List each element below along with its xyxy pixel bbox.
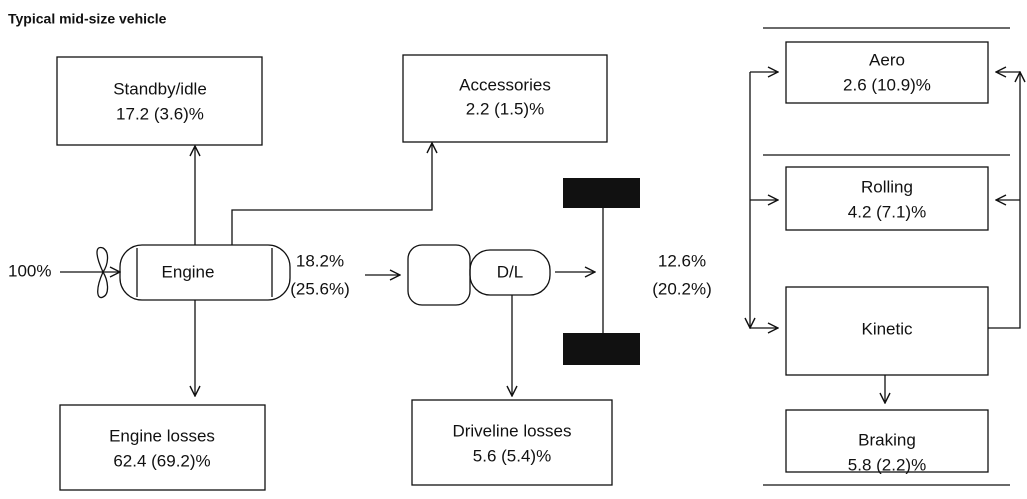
box (56, 56, 263, 146)
input-label: 100% (8, 261, 51, 280)
flow-value: 12.6% (658, 251, 706, 270)
node-label: Engine losses (109, 426, 215, 445)
node-label: Kinetic (861, 319, 913, 338)
transmission (407, 244, 471, 306)
arrows (60, 72, 1020, 403)
engine-lines (136, 248, 273, 297)
flow-alt: (20.2%) (652, 279, 712, 298)
arrow (231, 143, 432, 245)
wheel (563, 333, 640, 365)
node-label: Driveline losses (452, 421, 571, 440)
box (402, 54, 608, 143)
box (785, 41, 989, 104)
node-label: Braking (858, 430, 916, 449)
node-value: 4.2 (7.1)% (848, 202, 926, 221)
node-label: Aero (869, 50, 905, 69)
node-label: Accessories (459, 75, 551, 94)
node-value: 5.8 (2.2)% (848, 455, 926, 474)
dl-label: D/L (497, 262, 523, 281)
node-value: 2.2 (1.5)% (466, 99, 544, 118)
flow-alt: (25.6%) (290, 279, 350, 298)
dl-box (469, 249, 551, 296)
flow-value: 18.2% (296, 251, 344, 270)
title: Typical mid-size vehicle (8, 11, 167, 27)
box (59, 404, 266, 491)
driveline: D/L (407, 178, 640, 365)
node-label: Standby/idle (113, 79, 207, 98)
bracket (988, 72, 1020, 329)
boxes (56, 27, 1010, 491)
box (785, 166, 989, 231)
box (785, 286, 989, 376)
wheel (563, 178, 640, 208)
node-value: 17.2 (3.6)% (116, 104, 204, 123)
engine: Engine (96, 244, 291, 301)
node-label: Rolling (861, 177, 913, 196)
separator (763, 27, 1010, 486)
node-value: 62.4 (69.2)% (113, 451, 210, 470)
box (411, 399, 613, 486)
engine-label: Engine (162, 262, 215, 281)
node-value: 5.6 (5.4)% (473, 446, 551, 465)
node-value: 2.6 (10.9)% (843, 75, 931, 94)
box (785, 409, 989, 473)
